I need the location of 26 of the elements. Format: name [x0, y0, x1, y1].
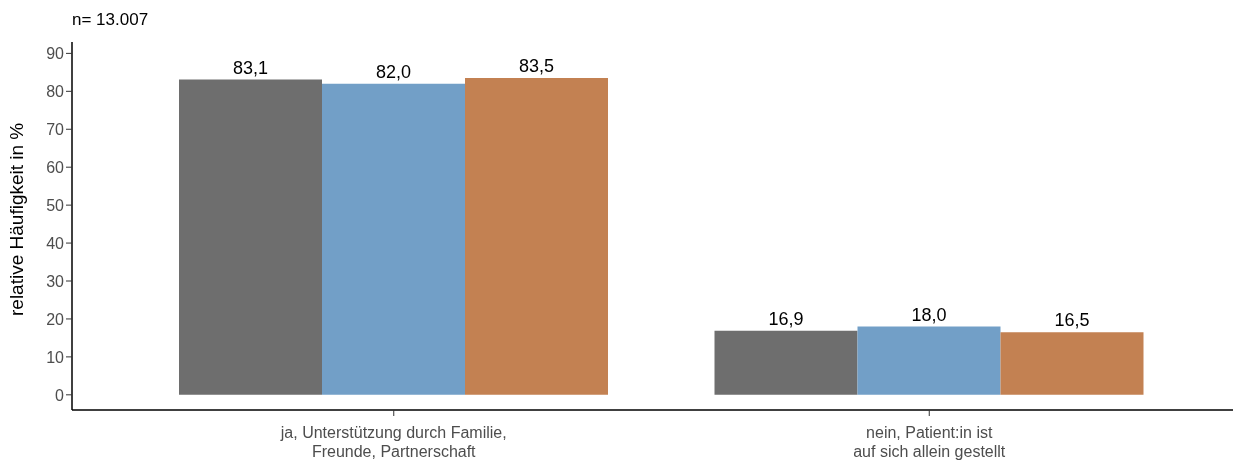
bar: [857, 326, 1001, 395]
y-tick-label: 0: [55, 386, 65, 404]
data-label: 16,9: [768, 308, 804, 329]
bar: [322, 83, 465, 395]
chart-title: n= 13.007: [72, 10, 149, 30]
bar: [179, 79, 322, 395]
y-tick-label: 50: [46, 196, 65, 214]
x-tick-label: nein, Patient:in ist auf sich allein gestellt: [853, 424, 1006, 460]
y-tick-label: 60: [46, 158, 65, 176]
y-tick-label: 90: [46, 45, 65, 63]
x-tick-label: ja, Unterstützung durch Familie, Freunde, Partnerschaft: [279, 424, 507, 460]
y-tick-label: 80: [46, 83, 65, 100]
data-label: 83,5: [518, 56, 555, 77]
y-tick-label: 30: [46, 272, 65, 290]
bar: [714, 330, 858, 395]
bar: [1000, 332, 1144, 395]
y-axis-title: relative Häufigkeit in %: [5, 122, 27, 316]
data-label: 16,5: [1054, 310, 1090, 331]
data-label: 18,0: [911, 304, 947, 325]
data-label: 83,1: [232, 57, 269, 78]
data-label: 82,0: [375, 61, 412, 82]
y-tick-label: 10: [46, 348, 65, 366]
y-tick-label: 20: [46, 310, 65, 328]
y-tick-label: 40: [46, 234, 65, 252]
bar: [465, 78, 608, 395]
y-tick-label: 70: [46, 120, 65, 138]
